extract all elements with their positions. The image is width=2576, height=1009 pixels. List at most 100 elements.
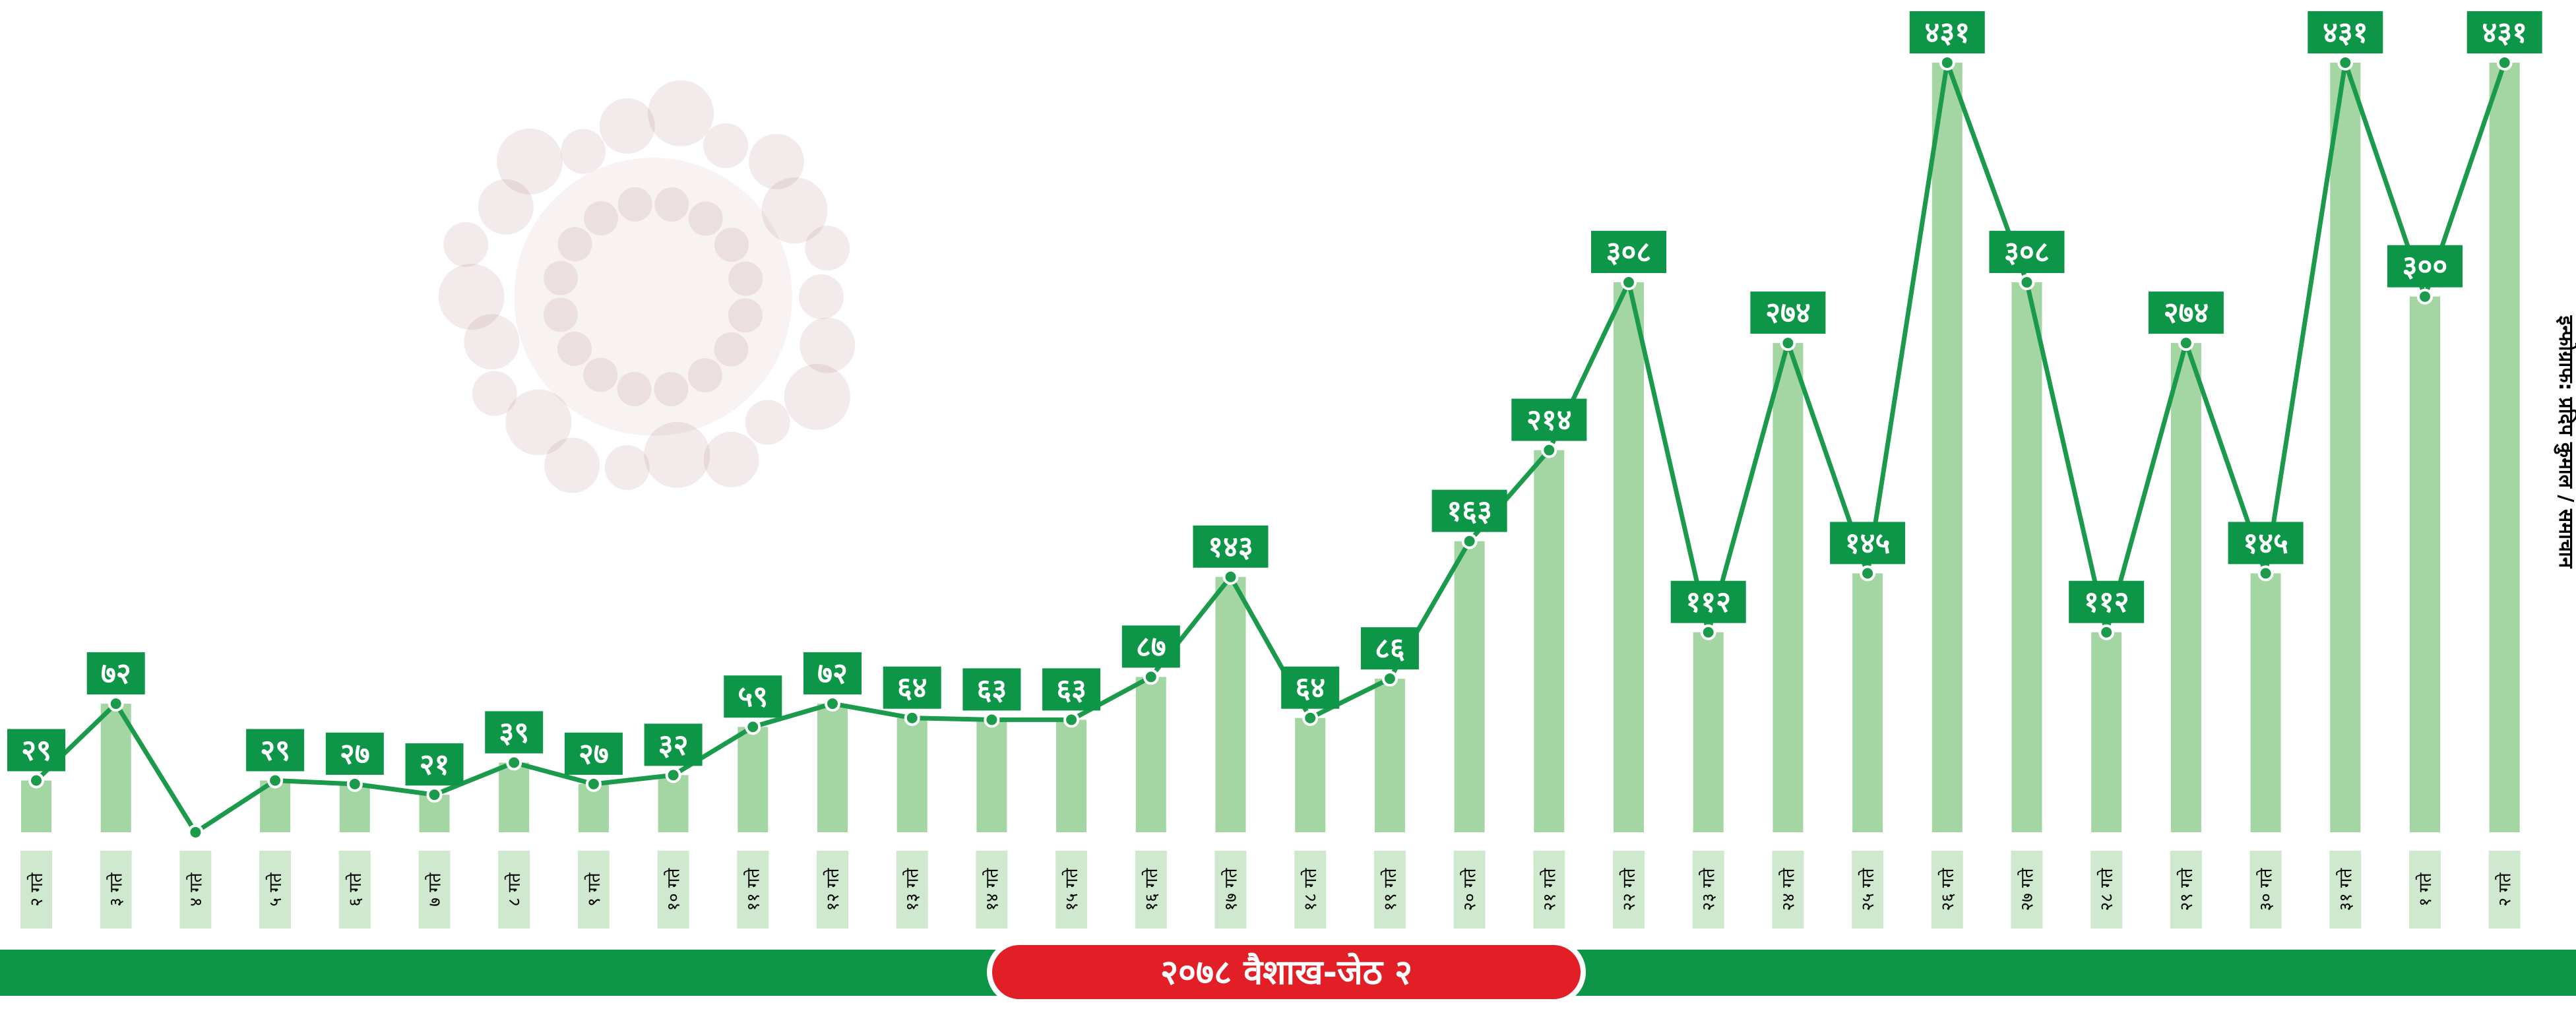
virus-spike (749, 133, 805, 189)
value-label: ८६ (1375, 632, 1405, 665)
tick-label: २८ गते (2096, 867, 2117, 911)
tick-label: ३१ गते (2335, 867, 2356, 911)
data-point (426, 787, 443, 803)
data-point (1621, 274, 1637, 291)
value-label: ७२ (817, 657, 848, 690)
virus-illustration (438, 80, 856, 493)
tick-box (418, 851, 451, 929)
bar (339, 783, 370, 832)
value-label: ८७ (1136, 630, 1166, 663)
bar (2489, 63, 2520, 832)
virus-spike (688, 201, 723, 236)
tick-box (896, 851, 928, 929)
bar (2011, 282, 2042, 832)
data-point (585, 776, 602, 792)
bar (976, 719, 1007, 832)
data-point (904, 710, 920, 726)
value-label-box (2308, 11, 2383, 53)
tick-box (1214, 851, 1247, 929)
data-point (825, 696, 840, 712)
bar (2330, 63, 2361, 832)
value-label-box (1042, 668, 1101, 711)
data-point (2337, 55, 2354, 71)
data-point (506, 754, 522, 771)
value-label: ५९ (738, 680, 768, 714)
line-layer (28, 55, 2513, 840)
virus-spike (761, 177, 828, 244)
data-point (2417, 288, 2433, 305)
value-label: ६४ (897, 671, 927, 705)
tick-label: २५ गते (1858, 867, 1878, 911)
tick-box (2249, 851, 2282, 929)
value-label-box (2228, 522, 2304, 565)
tick-box (817, 851, 848, 929)
data-point (1143, 669, 1159, 685)
virus-spike (543, 297, 578, 332)
tick-label: १८ गते (1300, 867, 1321, 911)
tick-box (1931, 851, 1963, 929)
bar (1135, 677, 1166, 832)
data-point (1461, 533, 1478, 549)
value-label: १४३ (1208, 530, 1253, 564)
tick-layer: २ गते ३ गते ४ गते ५ गते ६ गते ७ गते ८ गते ९ गते… (20, 851, 2521, 929)
tick-box (1852, 851, 1884, 929)
tick-label: १९ गते (1380, 867, 1400, 911)
tick-box (1055, 851, 1088, 929)
data-point (2178, 335, 2194, 352)
bar (499, 762, 530, 832)
value-label-box (2387, 245, 2463, 288)
value-label-box (485, 711, 544, 754)
value-label-box (803, 652, 862, 695)
value-label-box (325, 732, 384, 775)
credit-text: इन्फोग्राफ: प्रदिप कुमाल / समाचान (2554, 315, 2576, 569)
tick-box (577, 851, 610, 929)
value-label-box (1511, 398, 1587, 441)
data-point (2019, 274, 2035, 291)
tick-box (657, 851, 689, 929)
tick-label: १६ गते (1141, 867, 1162, 911)
bar (1614, 282, 1644, 832)
bar (738, 727, 769, 832)
tick-label: १७ गते (1221, 867, 1241, 911)
tick-label: ३० गते (2256, 867, 2277, 911)
value-label-box (1670, 580, 1746, 623)
tick-label: ८ गते (504, 872, 524, 906)
tick-label: २ गते (2495, 872, 2515, 906)
data-point (1939, 55, 1955, 71)
tick-box (2488, 851, 2521, 929)
virus-spike (557, 227, 592, 262)
bar (1374, 679, 1405, 832)
value-label-box (2069, 580, 2145, 623)
bar (2091, 632, 2122, 832)
virus-spike (443, 222, 489, 267)
value-label-box (1281, 666, 1340, 709)
tick-box (2329, 851, 2362, 929)
virus-spike (799, 274, 844, 319)
value-label: ७२ (101, 657, 131, 690)
virus-spike (496, 128, 563, 195)
virus-spike (472, 371, 517, 416)
tick-label: २० गते (1460, 867, 1480, 911)
virus-spike (784, 363, 850, 430)
tick-label: २७ गते (2017, 867, 2038, 911)
virus-spike (805, 226, 850, 271)
series-line (34, 60, 2507, 835)
virus-spike (703, 431, 759, 487)
value-label-box (724, 675, 782, 718)
tick-box (1294, 851, 1327, 929)
value-label: २७ (340, 737, 370, 771)
tick-label: १३ गते (902, 867, 923, 911)
tick-label: ९ गते (584, 872, 604, 906)
virus-spike (583, 357, 618, 392)
bar (1693, 632, 1724, 832)
value-label: ३९ (499, 716, 529, 749)
tick-box (498, 851, 530, 929)
data-point (2098, 624, 2115, 640)
value-label-box (1909, 11, 1985, 53)
value-label: १६३ (1447, 495, 1492, 528)
value-label-box (86, 652, 145, 695)
tick-label: ५ गते (265, 872, 286, 906)
virus-spike (464, 314, 520, 370)
virus-spike (644, 421, 710, 488)
